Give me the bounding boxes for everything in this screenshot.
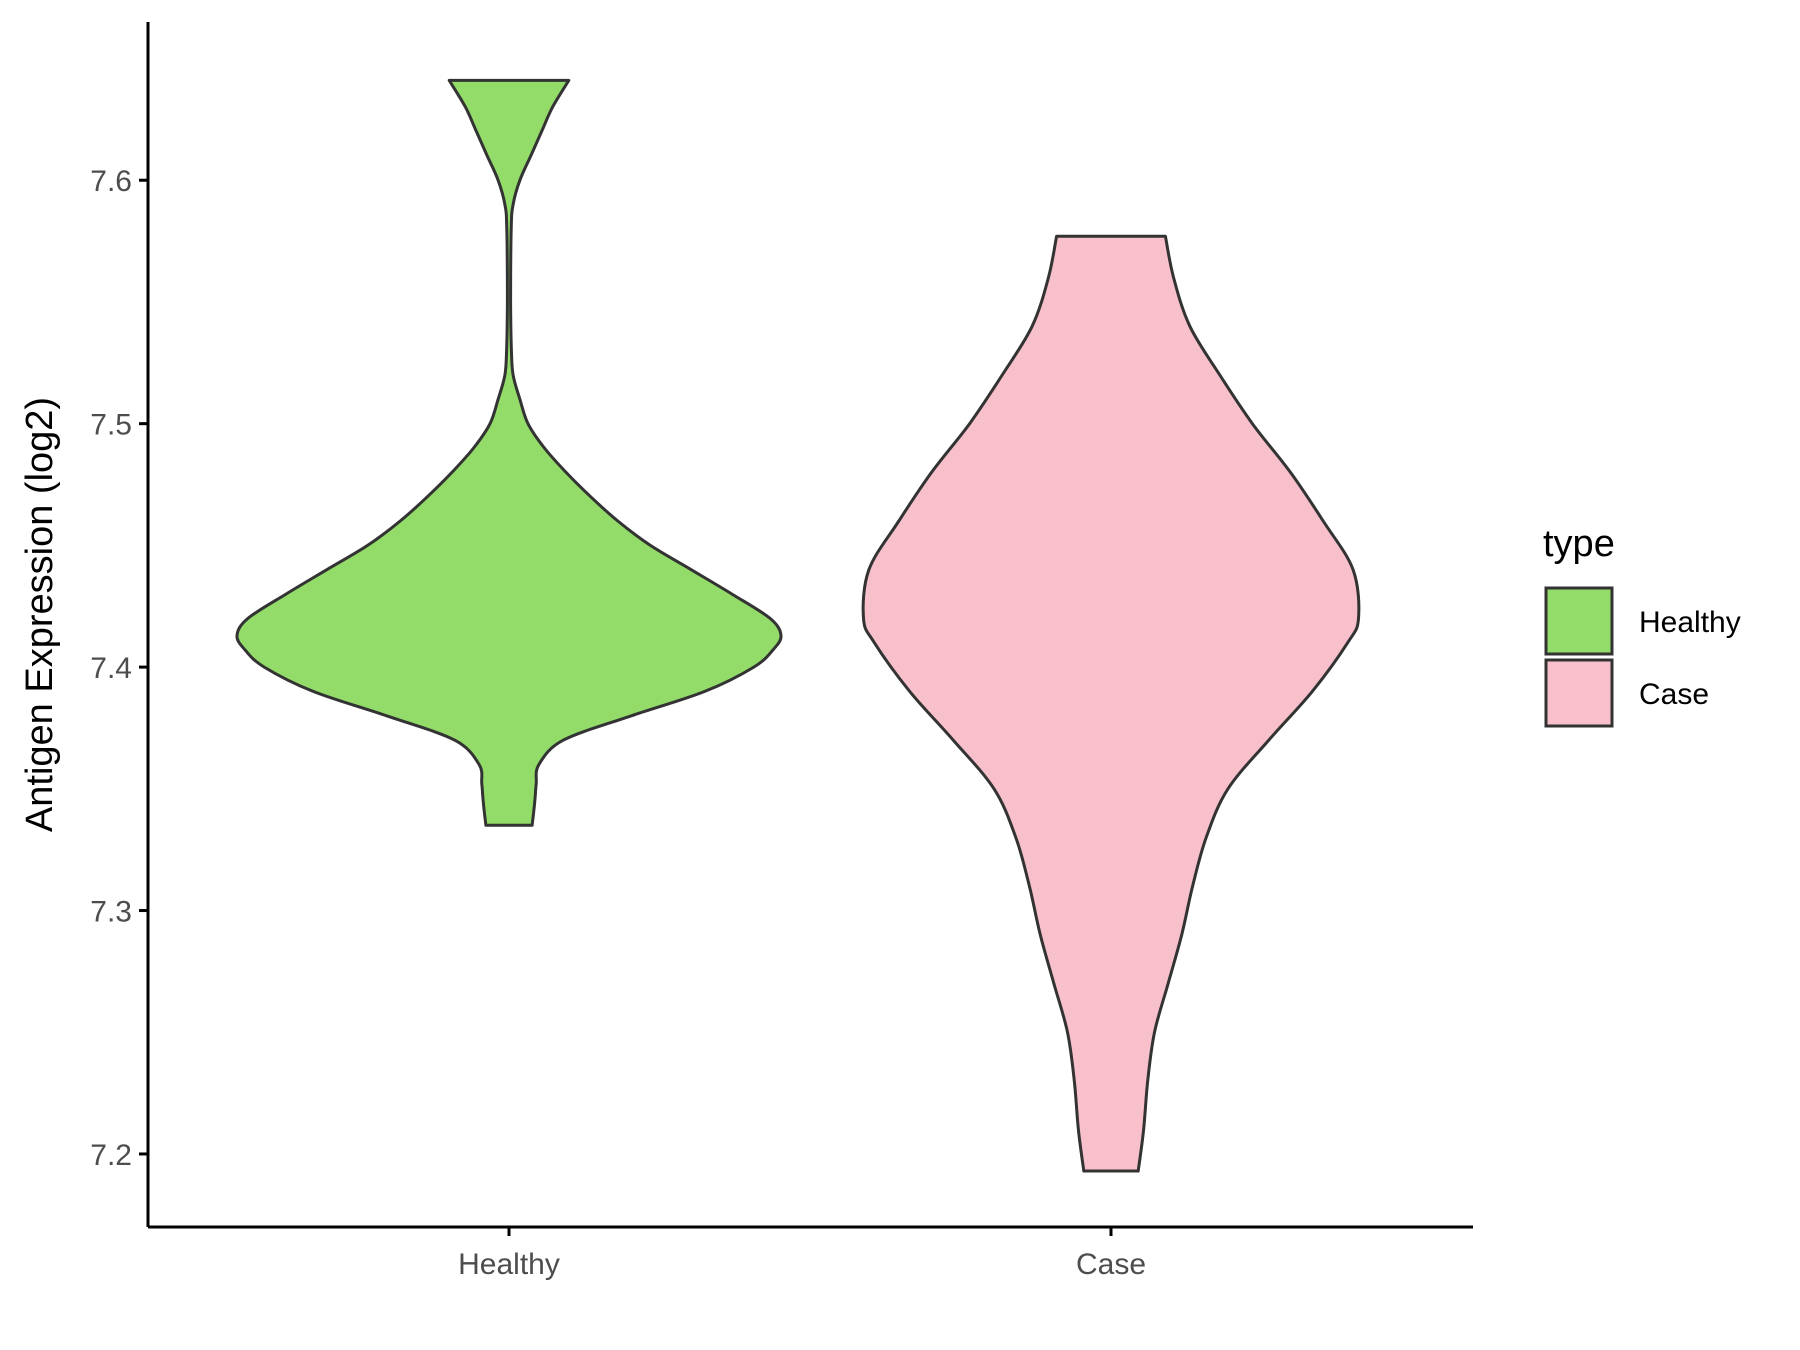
y-tick-label: 7.4 <box>90 652 132 685</box>
violin-healthy <box>235 78 783 827</box>
legend-swatch-case <box>1544 658 1614 728</box>
y-tick-label: 7.2 <box>90 1139 132 1172</box>
legend: type Healthy Case <box>1543 523 1741 728</box>
legend-label: Case <box>1639 678 1709 711</box>
x-tick-label: Case <box>1076 1248 1146 1281</box>
y-tick-label: 7.5 <box>90 409 132 442</box>
violin-case <box>861 234 1361 1173</box>
legend-title: type <box>1543 523 1615 565</box>
legend-items: Healthy Case <box>1544 586 1741 728</box>
legend-label: Healthy <box>1639 606 1741 639</box>
violin-layer <box>235 78 1361 1173</box>
x-tick-label: Healthy <box>458 1248 560 1281</box>
y-axis-title: Antigen Expression (log2) <box>19 397 61 832</box>
legend-swatch-healthy <box>1544 586 1614 656</box>
y-tick-label: 7.6 <box>90 165 132 198</box>
x-ticks: Healthy Case <box>458 1227 1146 1281</box>
axes <box>146 22 1473 1229</box>
y-tick-label: 7.3 <box>90 896 132 929</box>
y-ticks: 7.2 7.3 7.4 7.5 7.6 <box>90 165 148 1172</box>
